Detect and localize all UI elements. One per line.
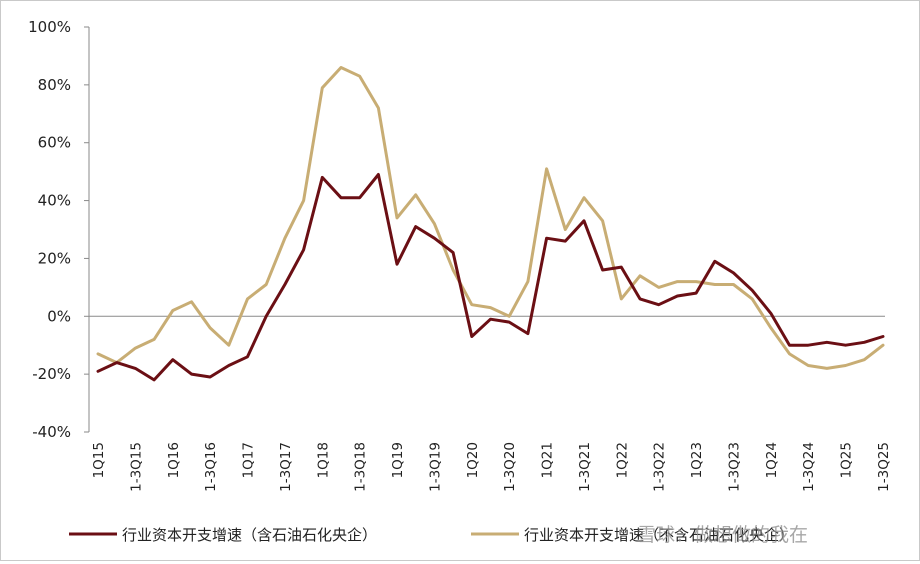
x-tick-label: 1-3Q24 [801, 442, 817, 492]
x-axis-ticks: 1Q15 1-3Q15 1Q16 1-3Q16 1Q17 1-3Q17 1Q18 1-3Q18… [91, 442, 892, 492]
x-tick-label: 1-3Q20 [502, 442, 518, 492]
watermark-text: 雪球：做想做的我在 [637, 524, 808, 546]
legend: 行业资本开支增速（含石油石化央企） 行业资本开支增速（不含石油石化央企） [69, 526, 794, 544]
x-tick-label: 1Q25 [839, 442, 855, 478]
x-tick-label: 1-3Q18 [353, 442, 369, 492]
y-tick-label: -40% [32, 423, 71, 441]
y-tick-label: -20% [32, 365, 71, 383]
x-tick-label: 1-3Q15 [128, 442, 144, 492]
x-tick-label: 1-3Q22 [652, 442, 668, 492]
y-axis-ticks: 100% 80% 60% 40% 20% 0% -20% -40% [28, 18, 89, 441]
y-tick-label: 60% [38, 134, 71, 152]
x-tick-label: 1Q23 [689, 442, 705, 478]
x-tick-label: 1-3Q19 [427, 442, 443, 492]
legend-label-series-2: 行业资本开支增速（不含石油石化央企） [524, 526, 794, 544]
x-tick-label: 1Q20 [465, 442, 481, 478]
series-lines [96, 66, 885, 382]
x-tick-label: 1-3Q16 [203, 442, 219, 492]
x-tick-label: 1Q18 [315, 442, 331, 478]
y-tick-label: 0% [47, 307, 71, 325]
series-line-2 [96, 66, 885, 370]
y-tick-label: 80% [38, 76, 71, 94]
legend-label-series-1: 行业资本开支增速（含石油石化央企） [122, 526, 377, 544]
y-tick-label: 100% [28, 18, 71, 36]
axes [88, 27, 885, 432]
x-tick-label: 1Q21 [540, 442, 556, 478]
x-tick-label: 1-3Q17 [278, 442, 294, 492]
y-tick-label: 20% [38, 249, 71, 267]
x-tick-label: 1Q22 [614, 442, 630, 478]
x-tick-label: 1-3Q23 [726, 442, 742, 492]
x-tick-label: 1Q17 [241, 442, 257, 478]
series-line-1 [96, 173, 885, 382]
x-tick-label: 1-3Q25 [876, 442, 892, 492]
x-tick-label: 1-3Q21 [577, 442, 593, 492]
y-tick-label: 40% [38, 192, 71, 210]
x-tick-label: 1Q16 [166, 442, 182, 478]
x-tick-label: 1Q24 [764, 442, 780, 478]
x-tick-label: 1Q15 [91, 442, 107, 478]
x-tick-label: 1Q19 [390, 442, 406, 478]
